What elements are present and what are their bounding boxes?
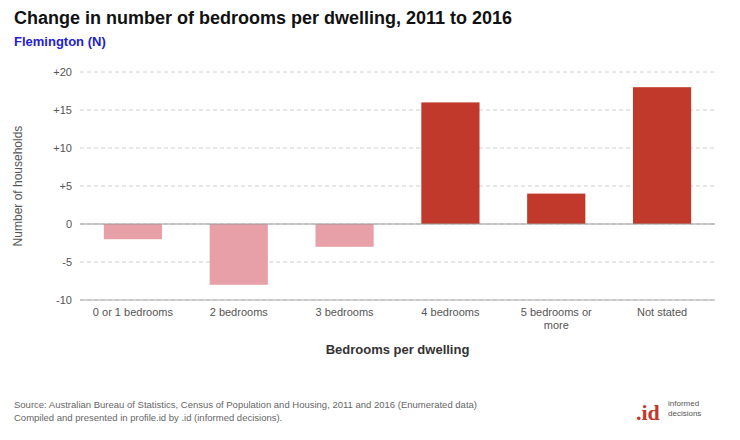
bar bbox=[421, 102, 479, 224]
grid-line bbox=[80, 110, 715, 111]
title: Change in number of bedrooms per dwellin… bbox=[14, 8, 512, 28]
y-tick-label: 0 bbox=[66, 218, 72, 230]
y-axis-label: Number of households bbox=[11, 126, 25, 247]
grid-line bbox=[80, 300, 715, 301]
x-axis-label: Bedrooms per dwelling bbox=[326, 342, 470, 357]
grid-line bbox=[80, 262, 715, 263]
bar bbox=[315, 224, 373, 247]
text-line: Source: Australian Bureau of Statistics,… bbox=[14, 399, 477, 410]
x-tick-label: 0 or 1 bedrooms bbox=[93, 306, 174, 318]
grid-line bbox=[80, 186, 715, 187]
grid-line bbox=[80, 72, 715, 73]
text-line: 2 bedrooms bbox=[210, 306, 269, 318]
y-tick-label: -10 bbox=[56, 294, 72, 306]
bar bbox=[104, 224, 162, 239]
bar bbox=[633, 87, 691, 224]
y-tick-label: +10 bbox=[53, 142, 72, 154]
zero-line bbox=[80, 224, 715, 225]
text-line: decisions bbox=[668, 409, 701, 418]
text-line: informed bbox=[668, 399, 699, 408]
text-line: Compiled and presented in profile.id by … bbox=[14, 412, 282, 423]
x-tick-label: Not stated bbox=[637, 306, 687, 318]
x-tick-label: 3 bedrooms bbox=[316, 306, 375, 318]
x-tick-label: 5 bedrooms ormore bbox=[521, 306, 592, 331]
bar bbox=[527, 194, 585, 224]
text-line: more bbox=[544, 319, 569, 331]
grid bbox=[80, 72, 715, 300]
bar bbox=[210, 224, 268, 285]
y-tick-label: +20 bbox=[53, 66, 72, 78]
logo-tagline: informeddecisions bbox=[668, 399, 701, 418]
text-line: 0 or 1 bedrooms bbox=[93, 306, 174, 318]
source: Source: Australian Bureau of Statistics,… bbox=[14, 399, 477, 423]
y-tick-label: +5 bbox=[59, 180, 72, 192]
x-tick-label: 4 bedrooms bbox=[421, 306, 480, 318]
text-line: Not stated bbox=[637, 306, 687, 318]
bars bbox=[104, 87, 691, 285]
grid-line bbox=[80, 148, 715, 149]
logo: .id bbox=[636, 400, 660, 425]
x-tick-label: 2 bedrooms bbox=[210, 306, 269, 318]
x-axis-line bbox=[80, 300, 715, 301]
subtitle: Flemington (N) bbox=[14, 34, 106, 49]
text-line: 4 bedrooms bbox=[421, 306, 480, 318]
grid-line bbox=[80, 224, 715, 225]
chart: Change in number of bedrooms per dwellin… bbox=[0, 0, 740, 440]
text-line: 5 bedrooms or bbox=[521, 306, 592, 318]
text-line: 3 bedrooms bbox=[316, 306, 375, 318]
y-tick-label: -5 bbox=[62, 256, 72, 268]
y-tick-label: +15 bbox=[53, 104, 72, 116]
